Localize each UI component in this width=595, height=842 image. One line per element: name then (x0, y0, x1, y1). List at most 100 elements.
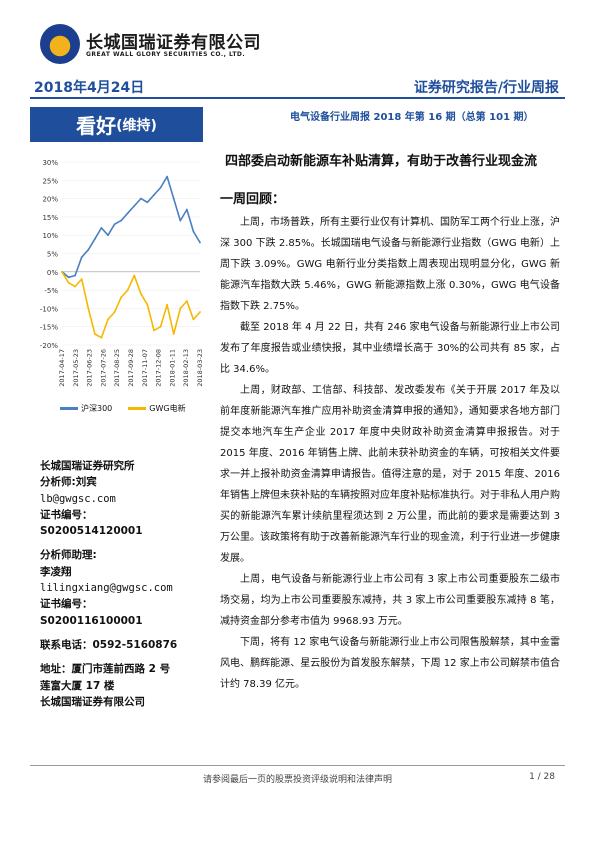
x-tick-label: 2017-05-23 (72, 349, 80, 387)
cert-label: 证书编号： (40, 508, 93, 521)
data-point (139, 292, 142, 295)
chart-legend: 沪深300 GWG电新 (60, 403, 186, 414)
data-point (146, 303, 149, 306)
data-point (166, 303, 169, 306)
footer-disclaimer: 请参阅最后一页的股票投资评级说明和法律声明 (202, 775, 392, 785)
body-text: 上周，市场普跌，所有主要行业仅有计算机、国防军工两个行业上涨，沪深 300 下跌… (220, 212, 560, 695)
analyst-info: 长城国瑞证券研究所 分析师:刘宾 lb@gwgsc.com 证书编号： S020… (40, 458, 210, 710)
contact-phone: 联系电话：0592-5160876 (40, 638, 178, 651)
analyst-email[interactable]: lb@gwgsc.com (40, 492, 116, 505)
data-point (153, 329, 155, 332)
data-point (74, 274, 77, 277)
institute-name: 长城国瑞证券研究所 (40, 460, 135, 472)
data-point (100, 226, 103, 229)
cert-label-2: 证书编号： (40, 598, 93, 611)
rating-sub: (维持) (116, 117, 157, 134)
x-tick-label: 2018-01-11 (168, 349, 176, 387)
y-tick-label: 15% (42, 214, 58, 222)
x-tick-label: 2017-12-08 (155, 349, 163, 387)
data-point (133, 205, 136, 207)
x-tick-label: 2018-03-23 (196, 349, 204, 387)
data-point (159, 186, 162, 189)
analyst-name: 分析师:刘宾 (40, 476, 97, 489)
y-tick-label: 0% (47, 269, 58, 277)
x-tick-label: 2017-08-25 (113, 349, 121, 387)
x-tick-label: 2017-07-26 (99, 349, 107, 387)
data-point (80, 278, 83, 281)
data-point (139, 197, 142, 200)
data-point (199, 311, 201, 313)
data-point (100, 336, 103, 339)
data-point (87, 307, 90, 310)
address-line-3: 长城国瑞证券有限公司 (40, 695, 145, 708)
legend-item-hs300: 沪深300 (60, 403, 112, 414)
x-tick-label: 2017-06-23 (86, 349, 94, 387)
report-subtitle: 电气设备行业周报 2018 年第 16 期（总第 101 期） (290, 112, 534, 123)
data-point (67, 281, 70, 284)
assistant-name: 李凌翔 (40, 565, 72, 578)
assistant-label: 分析师助理: (40, 549, 97, 562)
company-logo (40, 24, 80, 64)
paragraph: 截至 2018 年 4 月 22 日，共有 246 家电气设备与新能源行业上市公… (220, 322, 560, 375)
x-tick-label: 2017-11-07 (141, 349, 149, 387)
series-line-gwg (61, 271, 201, 339)
data-point (146, 201, 149, 204)
paragraph: 上周，市场普跌，所有主要行业仅有计算机、国防军工两个行业上涨，沪深 300 下跌… (220, 217, 560, 312)
report-title: 四部委启动新能源车补贴清算，有助于改善行业现金流 (225, 154, 538, 169)
paragraph: 上周，财政部、工信部、科技部、发改委发布《关于开展 2017 年及以前年度新能源… (220, 385, 560, 564)
series-line-hs300 (61, 175, 201, 279)
data-point (107, 318, 109, 321)
data-point (74, 285, 77, 288)
y-tick-label: -15% (40, 324, 58, 332)
data-point (126, 289, 129, 291)
data-point (192, 318, 195, 321)
y-tick-label: -10% (40, 305, 58, 313)
y-tick-label: 10% (42, 232, 58, 240)
data-point (93, 333, 96, 335)
rating-box: 看好 (维持) (30, 107, 203, 142)
paragraph: 上周，电气设备与新能源行业上市公司有 3 家上市公司重要股东二级市场交易，均为上… (220, 574, 560, 627)
data-point (67, 276, 70, 279)
data-point (80, 256, 83, 259)
address-line-1: 地址：厦门市莲前西路 2 号 (40, 663, 171, 676)
section-heading: 一周回顾： (220, 192, 286, 207)
footer-rule (30, 765, 565, 766)
company-name-en: GREAT WALL GLORY SECURITIES CO., LTD. (86, 51, 246, 58)
data-point (199, 241, 201, 244)
data-point (185, 208, 188, 211)
x-tick-label: 2017-04-17 (58, 349, 66, 387)
address-line-2: 莲富大厦 17 楼 (40, 679, 115, 692)
data-point (107, 234, 109, 237)
legend-item-gwg: GWG电新 (128, 403, 186, 414)
data-point (172, 333, 175, 335)
cert-number: S0200514120001 (40, 525, 143, 538)
data-point (120, 219, 123, 222)
data-point (120, 296, 123, 299)
y-tick-label: -20% (40, 342, 58, 350)
report-type: 证券研究报告/行业周报 (413, 80, 559, 96)
x-tick-label: 2017-09-28 (127, 349, 135, 387)
rating-main: 看好 (76, 114, 117, 138)
data-point (192, 230, 195, 233)
header-rule (30, 97, 565, 99)
data-point (159, 325, 162, 328)
y-tick-label: 20% (42, 196, 58, 204)
index-chart: 30%25%20%15%10%5%0%-5%-10%-15%-20%2017-0… (40, 159, 204, 387)
data-point (113, 311, 116, 313)
data-point (87, 248, 90, 251)
data-point (61, 270, 63, 273)
data-point (153, 194, 155, 196)
assistant-email[interactable]: lilingxiang@gwgsc.com (40, 582, 173, 595)
data-point (133, 274, 136, 277)
data-point (113, 223, 116, 226)
y-tick-label: 25% (42, 177, 58, 185)
y-tick-label: 30% (42, 159, 58, 167)
data-point (179, 219, 182, 222)
company-name-cn: 长城国瑞证券有限公司 (86, 33, 261, 53)
y-tick-label: -5% (44, 287, 58, 295)
data-point (126, 212, 129, 215)
data-point (179, 307, 182, 310)
data-point (93, 237, 96, 240)
data-point (185, 300, 188, 302)
x-tick-label: 2018-02-13 (182, 349, 190, 387)
